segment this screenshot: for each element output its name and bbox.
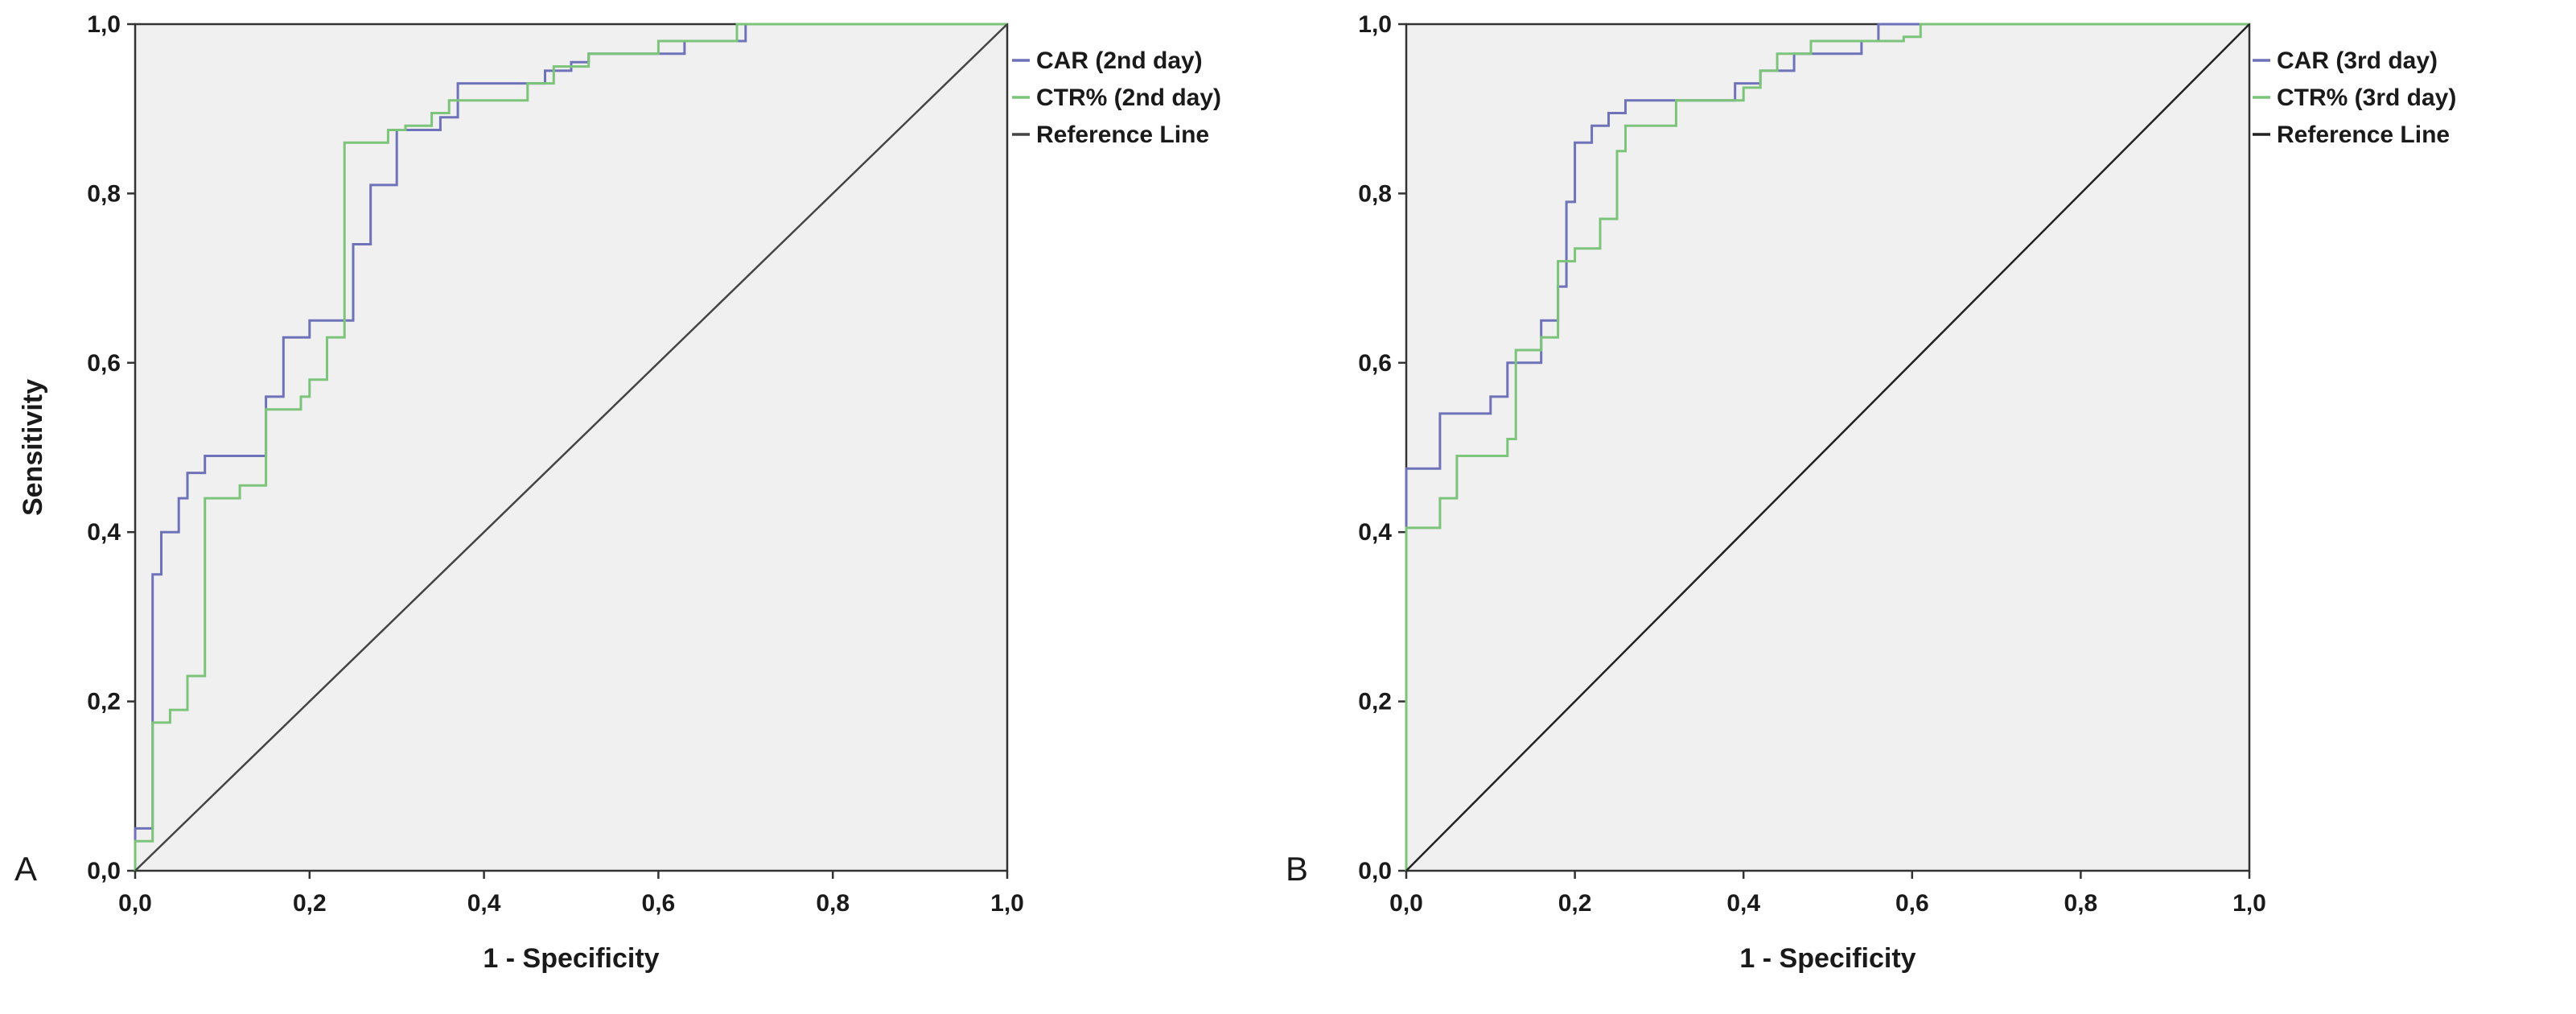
y-tick-label: 0,6	[87, 350, 121, 377]
x-tick-label: 0,8	[2064, 890, 2098, 917]
x-tick-label: 1,0	[990, 890, 1024, 917]
x-tick-label: 0,0	[1389, 890, 1423, 917]
legend-label: CTR% (3rd day)	[2277, 84, 2456, 111]
y-tick-label: 0,0	[87, 858, 121, 884]
x-tick-label: 0,4	[1726, 890, 1760, 917]
roc-panel-a: 0,0 0,0 0,2 0,2 0,4 0,4 0,6 0,6 0,8 0,8 1,0 1,0 1 - …	[14, 11, 1221, 974]
y-tick-label: 0,4	[1358, 519, 1392, 546]
legend-label: CAR (2nd day)	[1036, 47, 1203, 74]
y-axis-title: Sensitivity	[18, 379, 48, 516]
x-tick-label: 0,2	[293, 890, 327, 917]
reference-line	[134, 23, 1008, 872]
x-tick-label: 0,2	[1558, 890, 1592, 917]
y-tick-label: 0,2	[87, 689, 121, 715]
x-tick-label: 0,8	[816, 890, 850, 917]
legend-label: CTR% (2nd day)	[1036, 84, 1221, 111]
x-axis-title: 1 - Specificity	[1739, 943, 1916, 974]
x-tick-label: 0,4	[467, 890, 501, 917]
y-tick-label: 1,0	[87, 11, 121, 38]
legend-label: Reference Line	[2277, 122, 2450, 148]
roc-curve-car	[1405, 23, 2249, 871]
roc-panel-b: 0,0 0,0 0,2 0,2 0,4 0,4 0,6 0,6 0,8 0,8 1,0 1,0 1 - …	[1286, 11, 2456, 974]
legend-label: CAR (3rd day)	[2277, 47, 2438, 74]
y-tick-label: 0,2	[1358, 689, 1392, 715]
panel-label: B	[1286, 850, 1308, 888]
legend-label: Reference Line	[1036, 122, 1209, 148]
x-axis-title: 1 - Specificity	[483, 943, 659, 974]
roc-curve-ctr	[134, 23, 1007, 871]
y-tick-label: 0,8	[87, 180, 121, 207]
x-tick-label: 0,6	[642, 890, 676, 917]
y-tick-label: 1,0	[1358, 11, 1392, 38]
x-tick-label: 0,6	[1895, 890, 1929, 917]
y-tick-label: 0,0	[1358, 858, 1392, 884]
roc-curve-car	[134, 23, 1007, 871]
y-tick-label: 0,6	[1358, 350, 1392, 377]
y-tick-label: 0,8	[1358, 180, 1392, 207]
roc-curve-ctr	[1405, 23, 2249, 871]
reference-line	[1405, 23, 2250, 872]
x-tick-label: 1,0	[2232, 890, 2266, 917]
x-tick-label: 0,0	[118, 890, 152, 917]
panel-label: A	[14, 850, 37, 888]
y-tick-label: 0,4	[87, 519, 121, 546]
